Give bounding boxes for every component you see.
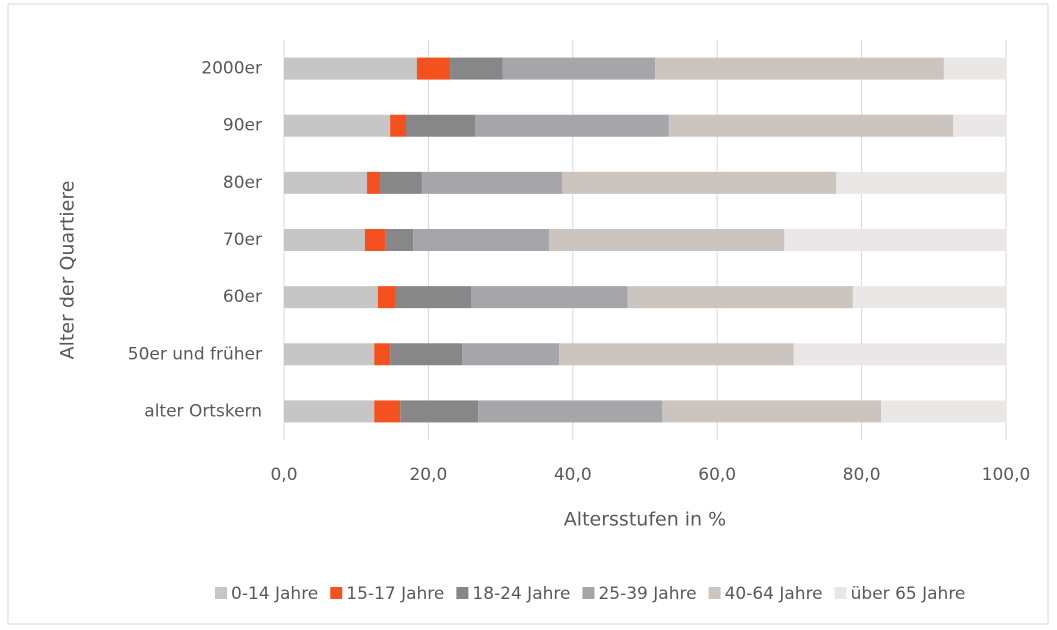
- bar-segment: [367, 171, 381, 194]
- y-tick-label: 70er: [223, 230, 262, 250]
- bar-segment: [400, 400, 479, 423]
- bar-segment: [852, 286, 1006, 309]
- legend-swatch: [834, 587, 847, 599]
- bar-segment: [450, 57, 503, 80]
- bar-segment: [395, 286, 471, 309]
- bar-segment: [364, 229, 386, 251]
- bar-segment: [413, 229, 549, 251]
- legend-label: 25-39 Jahre: [598, 584, 696, 604]
- bar-segment: [380, 171, 422, 194]
- bar-segment: [881, 400, 1006, 423]
- y-tick-label: 90er: [223, 116, 262, 136]
- legend-label: 18-24 Jahre: [472, 584, 570, 604]
- bar-segment: [662, 400, 882, 423]
- bar-segment: [784, 229, 1006, 251]
- bar-segment: [284, 400, 375, 423]
- bar-segment: [502, 57, 656, 80]
- bar-segment: [377, 286, 396, 309]
- bar-segment: [836, 171, 1006, 194]
- bar-segment: [478, 400, 663, 423]
- legend-label: 40-64 Jahre: [725, 584, 823, 604]
- bar-segment: [284, 229, 365, 251]
- x-axis-title: Altersstufen in %: [564, 509, 726, 531]
- bar-segment: [284, 114, 391, 137]
- bar-segment: [561, 171, 837, 194]
- bar-segment: [668, 114, 954, 137]
- legend-label: über 65 Jahre: [851, 584, 966, 604]
- bar-segment: [284, 57, 417, 80]
- bar-segment: [627, 286, 853, 309]
- x-tick-label: 100,0: [982, 465, 1031, 485]
- y-tick-label: 50er und früher: [128, 344, 262, 364]
- bar-segment: [421, 171, 562, 194]
- bar-segment: [470, 286, 628, 309]
- bar-segment: [284, 171, 368, 194]
- x-tick-label: 40,0: [554, 465, 592, 485]
- bar-segment: [793, 343, 1006, 366]
- bar-segment: [385, 229, 414, 251]
- bar-segment: [462, 343, 560, 366]
- legend-label: 0-14 Jahre: [231, 584, 318, 604]
- bar-segment: [390, 114, 407, 137]
- y-tick-label: 80er: [223, 173, 262, 193]
- bar-segment: [548, 229, 785, 251]
- legend-label: 15-17 Jahre: [346, 584, 444, 604]
- legend-swatch: [708, 587, 721, 599]
- legend-swatch: [215, 587, 227, 599]
- bar-segment: [406, 114, 476, 137]
- y-tick-label: 2000er: [201, 59, 262, 79]
- bar-segment: [374, 400, 401, 423]
- bar-segment: [953, 114, 1006, 137]
- bar-segment: [416, 57, 451, 80]
- bar-segment: [284, 343, 375, 366]
- legend-swatch: [456, 587, 469, 599]
- bar-segment: [943, 57, 1006, 80]
- bar-segment: [284, 286, 378, 309]
- x-tick-label: 0,0: [270, 465, 297, 485]
- bar-segment: [390, 343, 463, 366]
- x-tick-label: 20,0: [409, 465, 447, 485]
- bar-segment: [559, 343, 794, 366]
- x-tick-label: 60,0: [698, 465, 736, 485]
- y-axis-title: Alter der Quartiere: [57, 181, 79, 360]
- legend-swatch: [330, 587, 343, 599]
- bar-segment: [374, 343, 391, 366]
- bar-segment: [655, 57, 944, 80]
- y-tick-label: alter Ortskern: [144, 401, 262, 421]
- chart-frame: [7, 3, 1049, 625]
- x-tick-label: 80,0: [843, 465, 881, 485]
- bar-segment: [475, 114, 669, 137]
- y-tick-label: 60er: [223, 287, 262, 307]
- legend-swatch: [582, 587, 595, 599]
